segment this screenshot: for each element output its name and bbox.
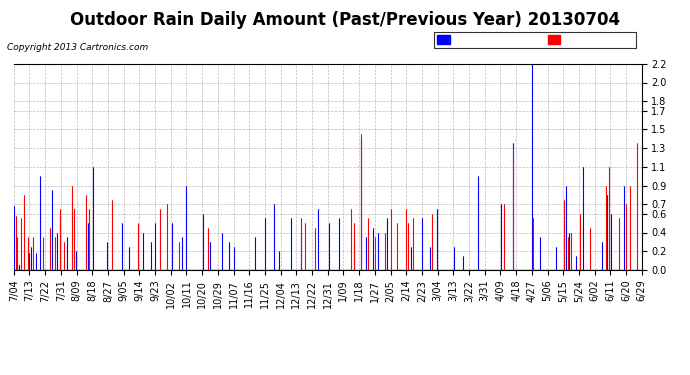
Text: Outdoor Rain Daily Amount (Past/Previous Year) 20130704: Outdoor Rain Daily Amount (Past/Previous… — [70, 11, 620, 29]
Text: Copyright 2013 Cartronics.com: Copyright 2013 Cartronics.com — [7, 43, 148, 52]
Legend: Previous  (Inches), Past  (Inches): Previous (Inches), Past (Inches) — [434, 32, 636, 48]
